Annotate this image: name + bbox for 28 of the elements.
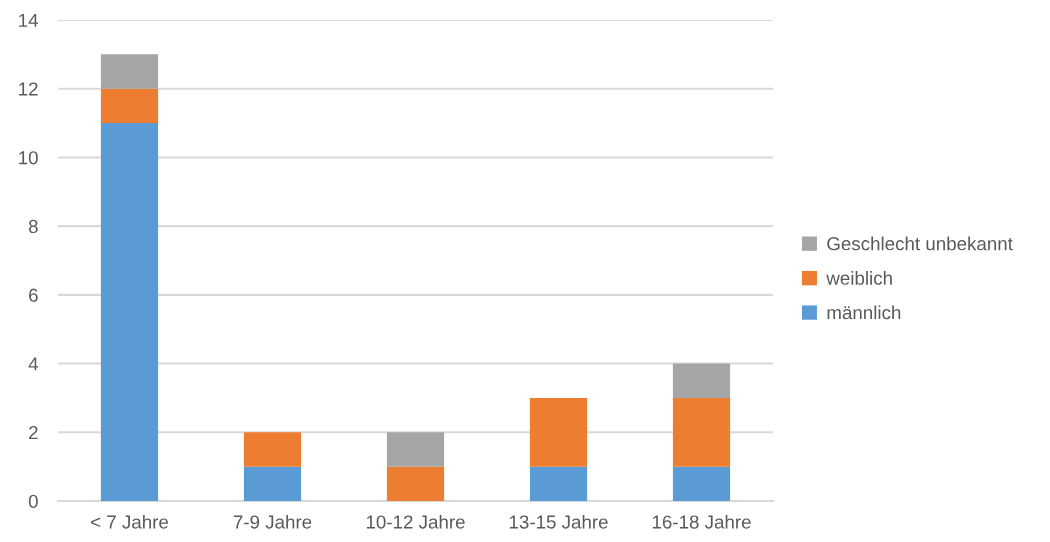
legend-label: männlich xyxy=(827,305,901,320)
y-tick-label: 10 xyxy=(19,151,38,165)
x-tick-label: < 7 Jahre xyxy=(91,514,169,529)
bar xyxy=(672,397,731,467)
y-tick-label: 6 xyxy=(29,288,38,302)
bar xyxy=(529,397,588,467)
y-tick-label: 12 xyxy=(19,82,38,96)
x-tick-label: 10-12 Jahre xyxy=(366,514,465,529)
bar xyxy=(529,466,588,501)
y-tick-label: 0 xyxy=(28,494,38,508)
x-tick-label: 7-9 Jahre xyxy=(233,514,312,529)
bar xyxy=(386,466,445,501)
y-tick-label: 14 xyxy=(19,13,39,27)
legend-label: weiblich xyxy=(826,271,892,285)
y-tick-label: 4 xyxy=(28,357,39,371)
bar xyxy=(672,363,731,398)
y-tick-label: 2 xyxy=(29,425,38,440)
y-tick-label: 8 xyxy=(28,219,38,234)
bar xyxy=(100,88,159,124)
x-tick-label: 16-18 Jahre xyxy=(652,514,751,529)
legend-label: Geschlecht unbekannt xyxy=(827,236,1013,251)
bar xyxy=(100,54,159,89)
x-tick-label: 13-15 Jahre xyxy=(509,514,608,529)
bar xyxy=(243,466,302,501)
bar xyxy=(672,466,731,501)
bar xyxy=(386,432,445,467)
bar xyxy=(243,432,302,467)
bar xyxy=(100,123,159,501)
